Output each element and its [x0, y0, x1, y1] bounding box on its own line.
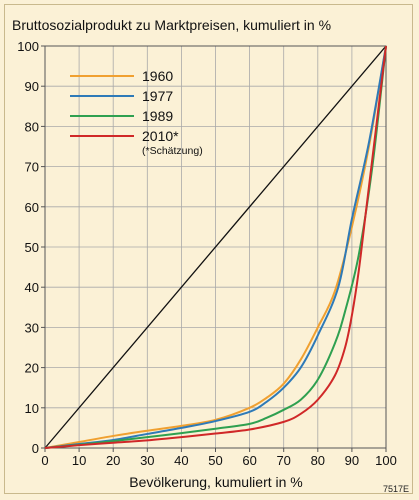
- chart-frame: [4, 4, 413, 494]
- y-tick-label: 50: [25, 240, 39, 255]
- x-axis-label: Bevölkerung, kumuliert in %: [129, 474, 303, 490]
- equality-line: [44, 45, 387, 449]
- legend-label: 1960: [142, 68, 173, 84]
- x-tick-label: 80: [311, 453, 325, 468]
- x-tick-label: 40: [174, 453, 188, 468]
- series-line-2010: [44, 45, 387, 449]
- legend-label: 2010*: [142, 128, 179, 144]
- y-tick-label: 70: [25, 160, 39, 175]
- series-line-1977: [44, 45, 387, 449]
- chart-title: Bruttosozialprodukt zu Marktpreisen, kum…: [12, 17, 331, 33]
- x-tick-label: 30: [140, 453, 154, 468]
- y-tick-label: 0: [32, 441, 39, 456]
- y-tick-label: 80: [25, 119, 39, 134]
- series-line-1960: [44, 45, 387, 449]
- x-tick-label: 60: [242, 453, 256, 468]
- x-tick-label: 20: [106, 453, 120, 468]
- series-line-1989: [44, 45, 387, 449]
- x-tick-label: 0: [41, 453, 48, 468]
- legend-label: 1977: [142, 88, 173, 104]
- x-tick-label: 50: [208, 453, 222, 468]
- x-tick-label: 70: [276, 453, 290, 468]
- y-tick-label: 30: [25, 320, 39, 335]
- legend-label: 1989: [142, 108, 173, 124]
- x-tick-label: 90: [345, 453, 359, 468]
- x-tick-label: 10: [72, 453, 86, 468]
- figure-code: 7517E: [382, 484, 409, 494]
- y-tick-label: 40: [25, 280, 39, 295]
- y-tick-label: 100: [17, 39, 39, 54]
- x-tick-label: 100: [375, 453, 397, 468]
- legend-note: (*Schätzung): [142, 145, 203, 157]
- y-tick-label: 90: [25, 79, 39, 94]
- y-tick-label: 10: [25, 401, 39, 416]
- y-tick-label: 60: [25, 200, 39, 215]
- y-tick-label: 20: [25, 361, 39, 376]
